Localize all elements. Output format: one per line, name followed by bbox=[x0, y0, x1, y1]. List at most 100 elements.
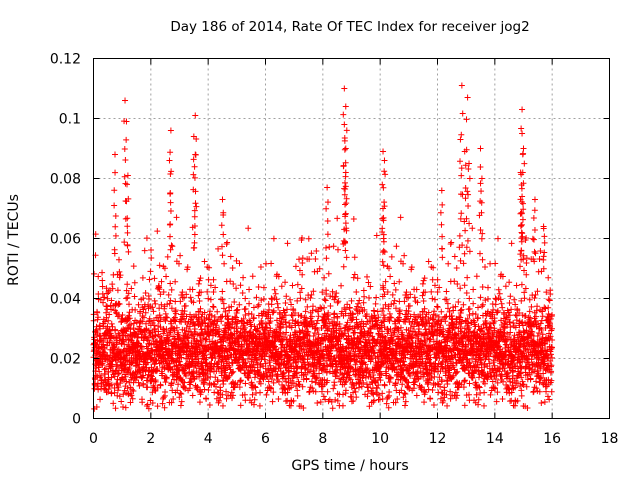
data-point bbox=[352, 388, 359, 395]
data-point bbox=[121, 341, 128, 348]
data-point bbox=[146, 276, 153, 283]
data-point bbox=[419, 280, 426, 287]
data-point bbox=[172, 310, 179, 317]
data-point bbox=[194, 384, 201, 391]
data-point bbox=[222, 308, 229, 315]
data-point bbox=[481, 402, 488, 409]
data-point bbox=[101, 371, 108, 378]
data-point bbox=[112, 334, 119, 340]
data-point bbox=[143, 235, 150, 242]
data-point bbox=[178, 354, 185, 361]
data-point bbox=[429, 387, 436, 394]
data-point bbox=[211, 314, 218, 321]
data-point bbox=[144, 401, 151, 408]
data-point bbox=[172, 298, 179, 305]
data-point bbox=[374, 385, 381, 392]
data-point bbox=[138, 328, 145, 335]
data-point bbox=[122, 404, 129, 411]
data-point bbox=[207, 282, 214, 289]
data-point bbox=[203, 354, 210, 361]
data-point bbox=[108, 297, 115, 304]
data-point bbox=[198, 289, 205, 296]
data-point bbox=[96, 333, 103, 340]
data-point bbox=[152, 356, 159, 363]
data-point bbox=[222, 355, 229, 362]
data-point bbox=[203, 395, 210, 402]
data-point bbox=[178, 390, 185, 397]
data-point bbox=[164, 314, 171, 321]
data-point bbox=[268, 260, 275, 267]
data-point bbox=[111, 389, 118, 396]
data-point bbox=[145, 405, 152, 412]
data-point bbox=[202, 336, 209, 343]
data-point bbox=[242, 380, 249, 387]
data-point bbox=[496, 290, 503, 297]
data-point bbox=[219, 296, 226, 303]
data-point bbox=[93, 341, 100, 348]
data-point bbox=[214, 378, 221, 385]
data-point bbox=[354, 275, 361, 282]
data-point bbox=[196, 348, 203, 355]
data-point bbox=[262, 260, 269, 267]
data-point bbox=[275, 396, 282, 403]
data-point bbox=[155, 328, 162, 335]
data-point bbox=[270, 235, 277, 242]
data-point bbox=[148, 254, 155, 261]
data-point bbox=[100, 299, 107, 306]
data-point bbox=[132, 306, 139, 313]
data-point bbox=[152, 357, 159, 364]
data-point bbox=[130, 320, 137, 327]
data-point bbox=[210, 304, 217, 311]
data-point bbox=[338, 282, 345, 289]
data-point bbox=[122, 332, 129, 339]
data-point bbox=[219, 342, 226, 349]
data-point bbox=[294, 281, 301, 288]
data-point bbox=[120, 347, 127, 354]
data-point bbox=[119, 317, 126, 324]
data-point bbox=[282, 279, 289, 286]
data-point bbox=[434, 276, 441, 283]
data-point bbox=[123, 378, 130, 385]
data-point bbox=[132, 377, 139, 384]
data-point bbox=[128, 392, 135, 399]
data-point bbox=[220, 305, 227, 312]
data-point bbox=[127, 326, 134, 333]
data-point bbox=[151, 326, 158, 333]
data-point bbox=[159, 370, 166, 377]
data-point bbox=[94, 380, 101, 387]
data-point bbox=[305, 235, 312, 242]
data-point bbox=[118, 398, 125, 405]
data-point bbox=[175, 367, 182, 374]
data-point bbox=[190, 376, 197, 383]
data-point bbox=[95, 386, 102, 393]
data-point bbox=[162, 341, 169, 348]
data-point bbox=[133, 319, 140, 326]
data-point bbox=[203, 336, 210, 343]
data-point bbox=[195, 341, 202, 348]
data-point bbox=[143, 336, 150, 343]
data-point bbox=[99, 269, 106, 276]
data-point bbox=[179, 289, 186, 296]
data-point bbox=[106, 311, 113, 318]
data-point bbox=[106, 326, 113, 333]
data-point bbox=[321, 296, 328, 303]
data-point bbox=[224, 239, 231, 246]
data-point bbox=[197, 305, 204, 312]
data-point bbox=[183, 313, 190, 320]
data-point bbox=[91, 336, 98, 343]
data-point bbox=[438, 308, 445, 315]
data-point bbox=[205, 315, 212, 322]
data-point bbox=[140, 372, 147, 379]
data-point bbox=[321, 304, 328, 311]
data-point bbox=[167, 297, 174, 304]
data-point bbox=[144, 359, 151, 366]
data-point bbox=[99, 277, 106, 284]
data-point bbox=[486, 320, 493, 327]
data-point bbox=[169, 243, 176, 250]
data-point bbox=[487, 391, 494, 398]
data-point bbox=[466, 295, 473, 302]
data-point bbox=[464, 274, 471, 281]
data-point bbox=[389, 291, 396, 298]
data-point bbox=[219, 402, 226, 409]
data-point bbox=[309, 303, 316, 310]
